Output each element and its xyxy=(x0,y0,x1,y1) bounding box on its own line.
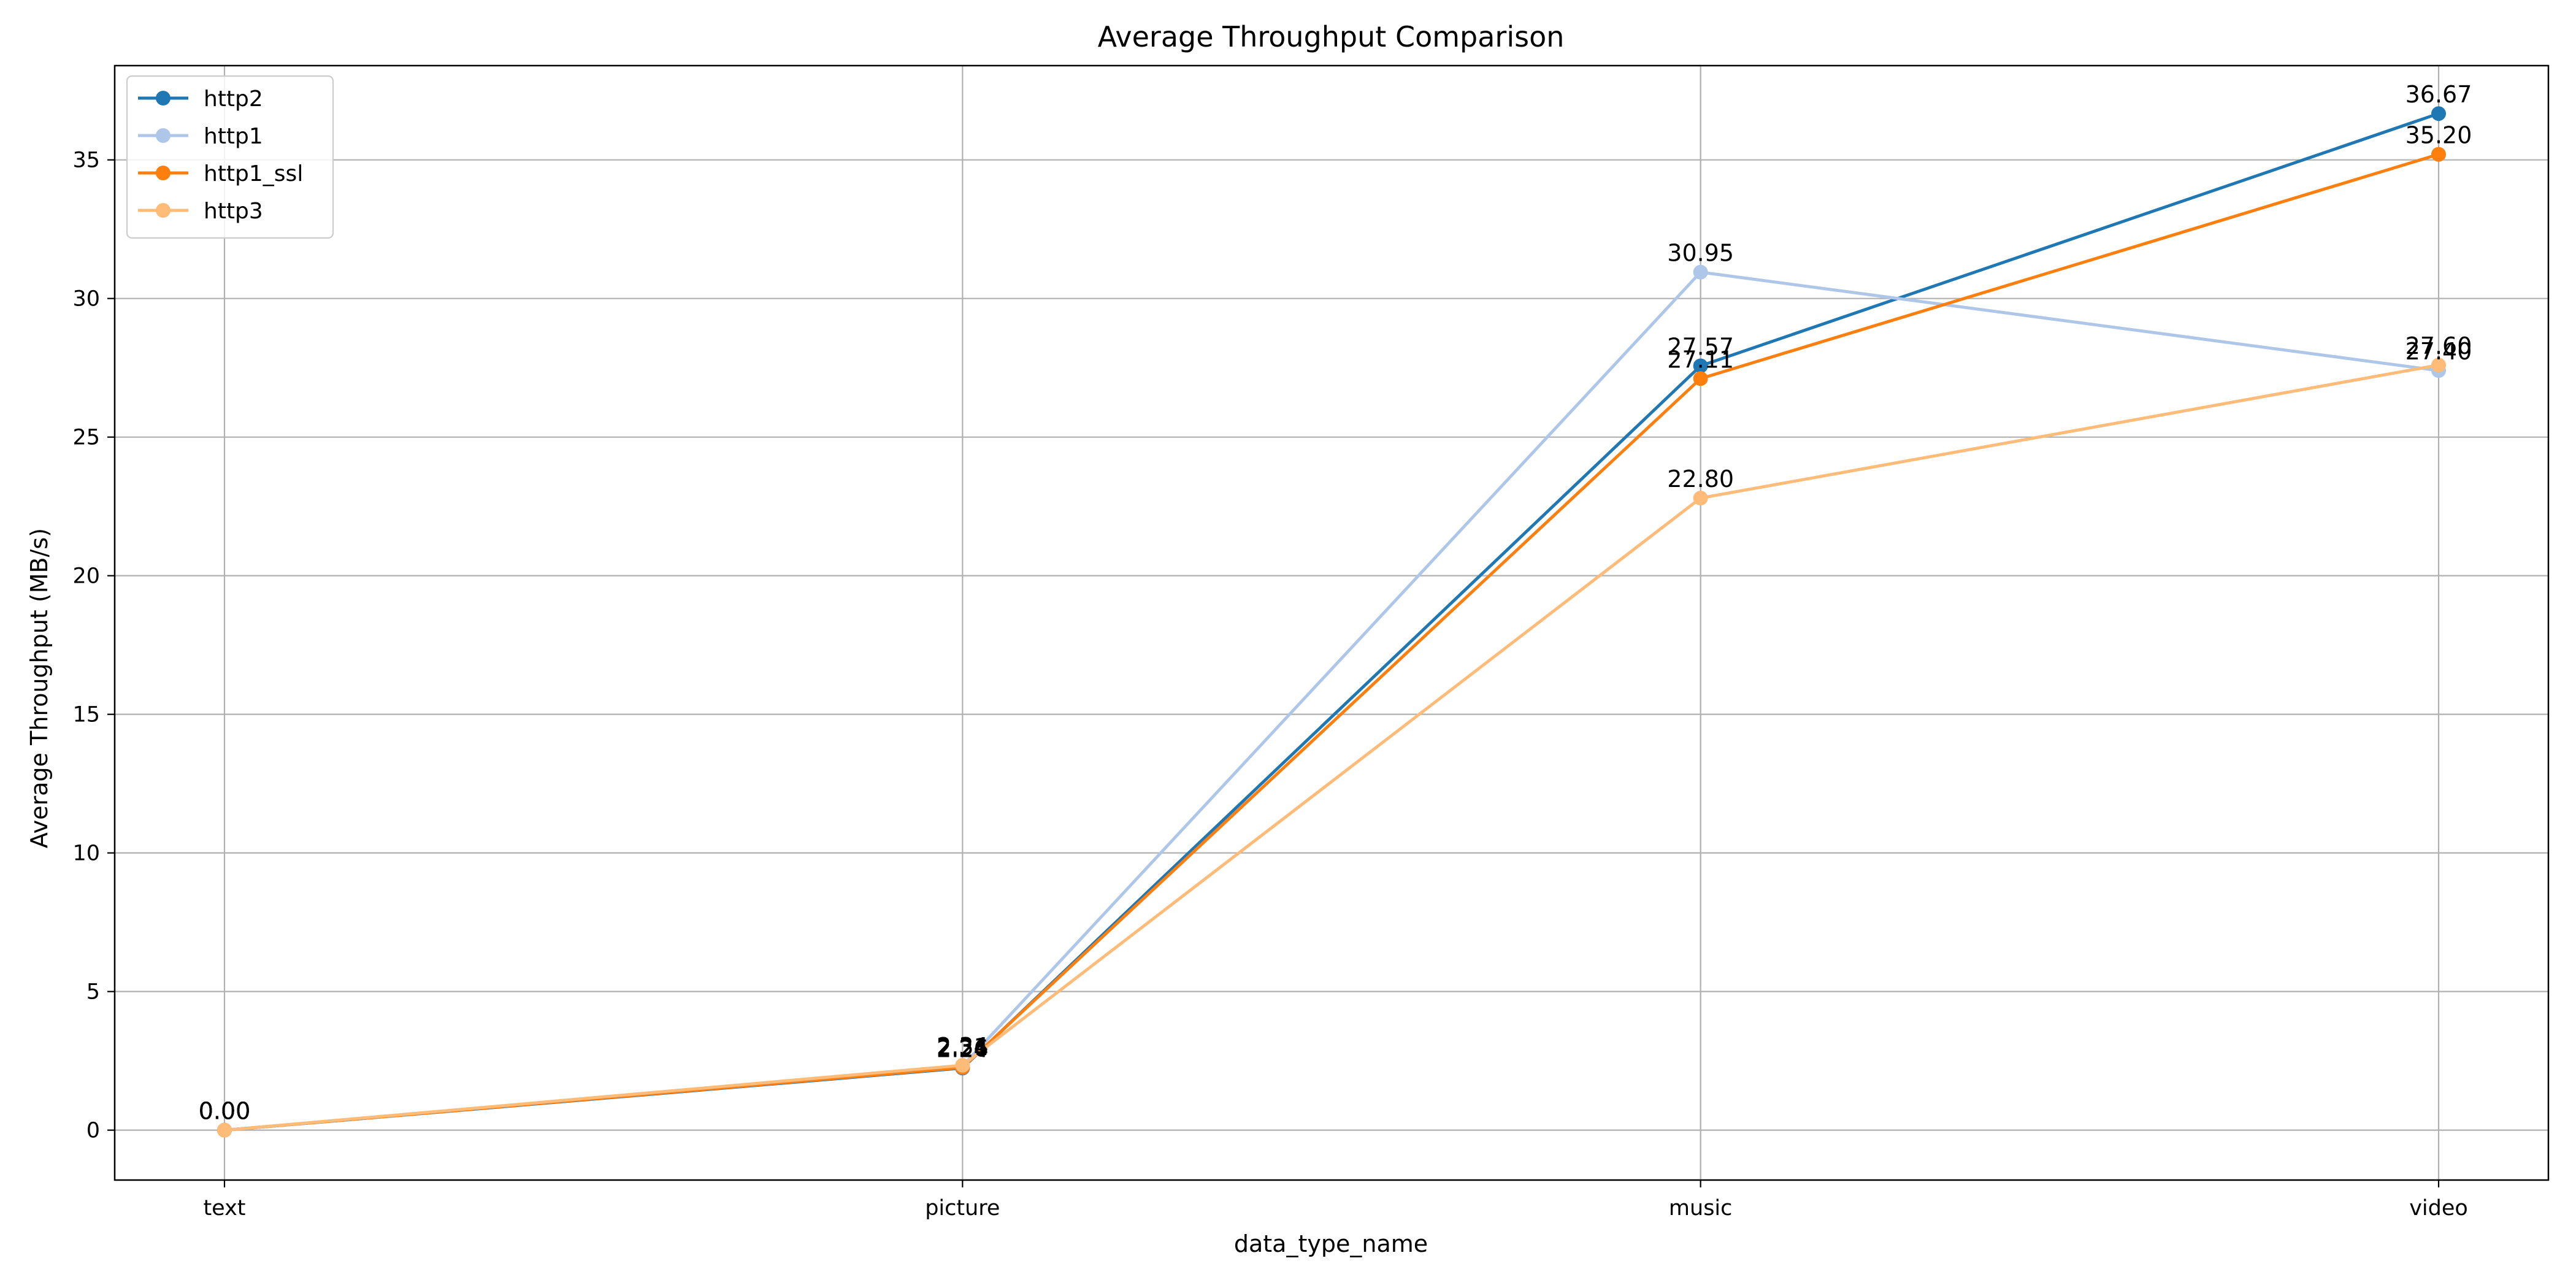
data-label-http1: 30.95 xyxy=(1667,240,1734,267)
data-label-http3: 0.00 xyxy=(199,1098,251,1125)
y-tick-label: 20 xyxy=(72,564,100,589)
series-point-http1-ssl xyxy=(2431,147,2446,162)
x-tick-label: video xyxy=(2409,1196,2468,1221)
series-point-http3 xyxy=(2431,358,2446,373)
data-label-http1: 0.00 xyxy=(199,1098,251,1125)
data-label-http2: 2.24 xyxy=(937,1035,989,1062)
plot-frame xyxy=(113,64,2550,1181)
series-point-http3 xyxy=(955,1057,970,1073)
data-label-layer: 0.002.2427.5736.670.002.3130.9527.400.00… xyxy=(199,81,2472,1124)
legend-label: http1 xyxy=(204,124,263,149)
data-label-http2: 27.57 xyxy=(1667,334,1734,361)
data-label-http1: 2.31 xyxy=(937,1033,989,1060)
data-label-http3: 22.80 xyxy=(1667,466,1734,493)
data-label-http2: 36.67 xyxy=(2405,81,2472,108)
y-tick-label: 30 xyxy=(72,287,100,312)
y-tick-label: 25 xyxy=(72,426,100,450)
x-axis-title: data_type_name xyxy=(1234,1230,1428,1257)
tick-layer: text picture music video 0 5 10 15 20 25 30 35 xyxy=(72,148,2467,1221)
legend-marker xyxy=(156,203,171,218)
data-label-http1-ssl: 2.26 xyxy=(937,1035,989,1062)
grid-layer xyxy=(115,66,2548,1180)
x-tick-label: picture xyxy=(925,1196,1000,1221)
series-line-http3 xyxy=(224,363,2439,1132)
x-tick-label: text xyxy=(203,1196,245,1221)
y-tick-label: 35 xyxy=(72,148,100,173)
legend-marker xyxy=(156,166,171,180)
chart-title: Average Throughput Comparison xyxy=(1098,20,1565,53)
series-point-http2 xyxy=(1693,358,1708,374)
data-label-http3: 2.34 xyxy=(937,1033,989,1060)
data-label-http1: 27.40 xyxy=(2405,338,2472,365)
data-label-http3: 27.60 xyxy=(2405,332,2472,359)
series-point-http1-ssl xyxy=(1693,371,1708,386)
series-layer xyxy=(217,106,2446,1138)
series-point-http1 xyxy=(1693,264,1708,280)
legend-marker xyxy=(156,91,171,105)
legend: http2 http1 http1_ssl http3 xyxy=(126,75,334,239)
data-label-http1-ssl: 27.11 xyxy=(1667,346,1734,373)
legend-marker xyxy=(156,128,171,143)
x-tick-label: music xyxy=(1669,1196,1732,1221)
series-point-http3 xyxy=(1693,491,1708,506)
series-point-http3 xyxy=(217,1122,232,1138)
y-tick-label: 0 xyxy=(86,1119,100,1143)
data-label-http2: 0.00 xyxy=(199,1098,251,1125)
legend-label: http2 xyxy=(204,86,263,112)
legend-label: http1_ssl xyxy=(204,161,303,186)
series-point-http2 xyxy=(2431,106,2446,121)
legend-box xyxy=(126,75,334,239)
legend-label: http3 xyxy=(204,199,263,224)
data-label-http1-ssl: 0.00 xyxy=(199,1098,251,1125)
y-tick-label: 15 xyxy=(72,703,100,727)
data-label-http1-ssl: 35.20 xyxy=(2405,122,2472,149)
y-tick-label: 10 xyxy=(72,841,100,866)
y-axis-title: Average Throughput (MB/s) xyxy=(26,528,53,848)
y-tick-label: 5 xyxy=(86,980,100,1005)
